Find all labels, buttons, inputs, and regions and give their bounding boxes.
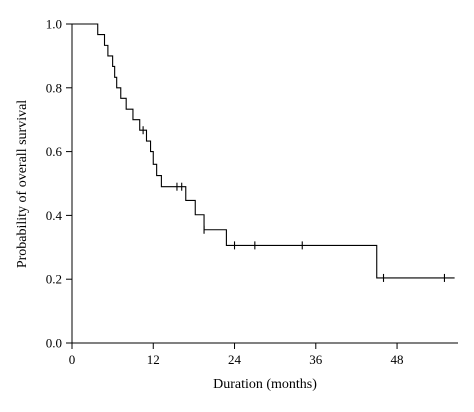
- survival-curve: [72, 23, 455, 279]
- y-tick-label: 0.0: [46, 336, 62, 351]
- y-tick-label: 0.6: [46, 144, 63, 159]
- x-axis-title: Duration (months): [213, 377, 317, 392]
- x-tick-label: 0: [69, 352, 76, 367]
- x-tick-label: 12: [147, 352, 160, 367]
- y-tick-label: 0.4: [46, 208, 63, 223]
- x-tick-label: 36: [309, 352, 323, 367]
- y-tick-label: 0.2: [46, 272, 62, 287]
- y-tick-label: 0.8: [46, 80, 62, 95]
- y-axis-title: Probability of overall survival: [15, 100, 30, 268]
- y-tick-label: 1.0: [46, 17, 62, 32]
- x-ticks: 0 12 24 36 48: [69, 343, 404, 367]
- x-tick-label: 24: [228, 352, 242, 367]
- x-tick-label: 48: [391, 352, 404, 367]
- axes: [71, 24, 458, 344]
- y-ticks: 0.0 0.2 0.4 0.6 0.8 1.0: [46, 17, 72, 351]
- series-group: [72, 23, 455, 282]
